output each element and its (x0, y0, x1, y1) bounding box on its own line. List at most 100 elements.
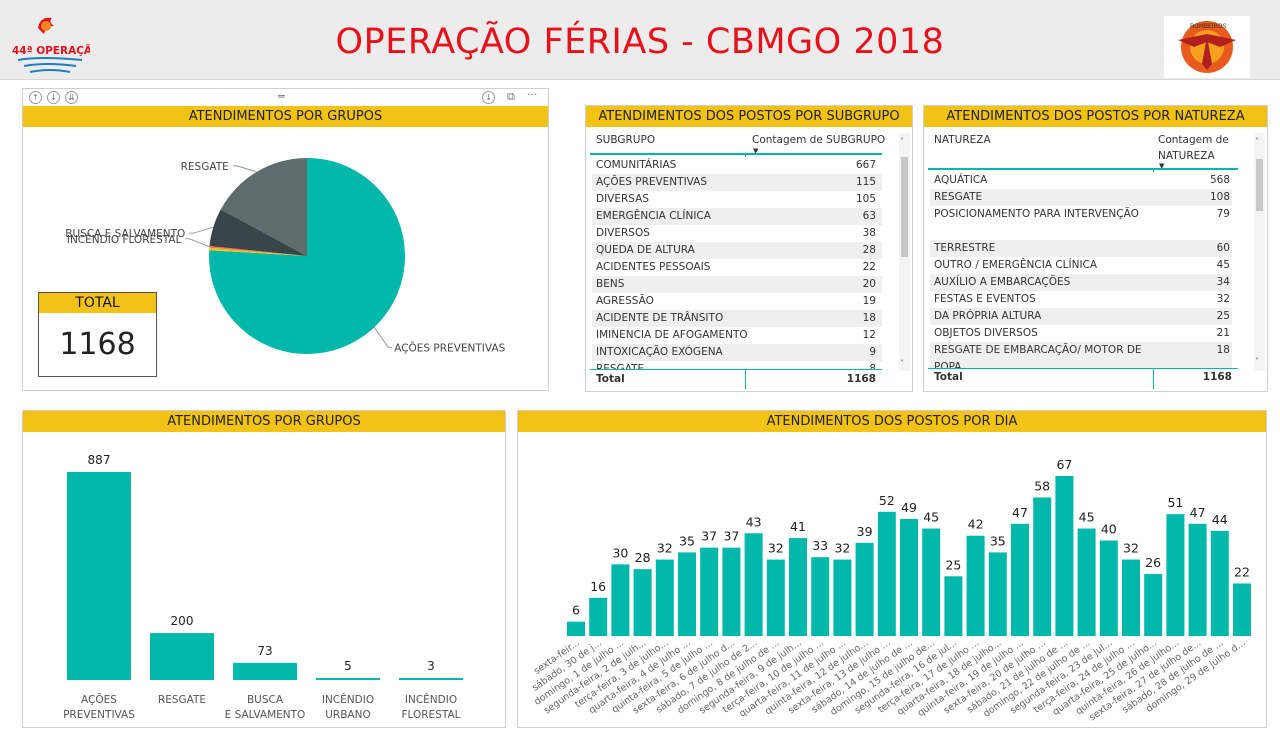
day-bar[interactable] (1122, 559, 1140, 636)
drill-icon[interactable]: ↓ (47, 91, 60, 104)
nature-table-row[interactable]: RESGATE 108 (930, 189, 1232, 206)
subgroup-table-row[interactable]: IMINENCIA DE AFOGAMENTO 12 (592, 327, 882, 344)
nature-total-label: Total (934, 371, 963, 383)
day-bar[interactable] (633, 569, 652, 636)
day-bar[interactable] (922, 528, 941, 636)
download-icon[interactable]: ↓ (482, 91, 495, 104)
subgroup-count-cell: 667 (855, 159, 876, 171)
day-bar[interactable] (900, 518, 918, 636)
subgroup-count-cell: 18 (862, 312, 876, 324)
day-bar[interactable] (789, 538, 807, 636)
day-bar[interactable] (1011, 523, 1029, 636)
subgroup-name-cell: IMINENCIA DE AFOGAMENTO (596, 329, 748, 341)
subgroup-table-row[interactable]: AGRESSÃO 19 (592, 293, 882, 310)
more-options-icon[interactable]: ··· (527, 88, 538, 101)
day-bar[interactable] (855, 542, 874, 636)
day-bar[interactable] (1077, 528, 1096, 636)
day-bar[interactable] (833, 559, 852, 636)
nature-table-row[interactable]: OUTRO / EMERGÊNCIA CLÍNICA 45 (930, 257, 1232, 274)
pie-slice[interactable] (209, 209, 307, 256)
day-bar[interactable] (944, 576, 963, 636)
day-bar[interactable] (811, 557, 830, 636)
day-bar[interactable] (1166, 514, 1185, 636)
day-bar[interactable] (1210, 530, 1229, 636)
group-bar[interactable] (399, 678, 463, 680)
subgroup-col-header[interactable]: SUBGRUPO (596, 134, 656, 146)
group-bar[interactable] (316, 678, 380, 680)
subgroup-scrollbar[interactable]: ˄ ˅ (899, 133, 910, 371)
pie-slice[interactable] (220, 158, 307, 256)
day-bar[interactable] (678, 552, 696, 636)
subgroup-name-cell: COMUNITÁRIAS (596, 159, 677, 171)
nature-count-col-header-2[interactable]: NATUREZA (1158, 150, 1215, 162)
day-bar[interactable] (589, 597, 608, 636)
group-bar[interactable] (150, 633, 214, 680)
nature-table-row[interactable]: OBJETOS DIVERSOS 21 (930, 325, 1232, 342)
group-bar[interactable] (67, 472, 131, 680)
drag-handle-icon[interactable]: ═ (278, 90, 285, 103)
nature-col-header[interactable]: NATUREZA (934, 134, 991, 146)
day-bar-value: 42 (968, 517, 984, 532)
subgroup-count-col-header[interactable]: Contagem de SUBGRUPO (752, 134, 886, 146)
day-bar[interactable] (1233, 583, 1251, 636)
expand-all-icon[interactable]: ⇊ (65, 91, 78, 104)
subgroup-table-row[interactable]: BENS 20 (592, 276, 882, 293)
scroll-up-icon[interactable]: ˄ (900, 137, 904, 146)
sort-desc-icon[interactable]: ▼ (753, 147, 759, 155)
subgroup-table-row[interactable]: DIVERSOS 38 (592, 225, 882, 242)
subgroup-table-row[interactable]: INTOXICAÇÃO EXÓGENA 9 (592, 344, 882, 361)
day-bar[interactable] (722, 547, 741, 636)
day-bar[interactable] (1055, 476, 1074, 636)
nature-table-panel: ATENDIMENTOS DOS POSTOS POR NATUREZA NAT… (923, 105, 1268, 392)
subgroup-count-cell: 8 (869, 363, 876, 369)
day-bar-value: 43 (746, 514, 762, 529)
nature-scrollbar[interactable]: ˄ ˅ (1254, 133, 1265, 371)
scroll-down-icon[interactable]: ˅ (900, 359, 904, 368)
pie-slice[interactable] (209, 247, 307, 256)
nature-table-row[interactable]: DA PRÓPRIA ALTURA 25 (930, 308, 1232, 325)
nature-table-row[interactable]: FESTAS E EVENTOS 32 (930, 291, 1232, 308)
day-bar[interactable] (1033, 497, 1052, 636)
subgroup-table-row[interactable]: COMUNITÁRIAS 667 (592, 157, 882, 174)
subgroup-table-row[interactable]: QUEDA DE ALTURA 28 (592, 242, 882, 259)
subgroup-table-row[interactable]: EMERGÊNCIA CLÍNICA 63 (592, 208, 882, 225)
scroll-down-icon[interactable]: ˅ (1255, 357, 1259, 366)
logo-right-text: BOMBEIROS (1190, 23, 1226, 30)
day-bar[interactable] (1099, 540, 1118, 636)
day-bar[interactable] (655, 559, 674, 636)
day-bar-value: 39 (857, 524, 873, 539)
bombeiros-logo: BOMBEIROS (1164, 16, 1250, 78)
day-bar[interactable] (567, 621, 585, 636)
day-bar[interactable] (611, 564, 630, 636)
day-bar[interactable] (1144, 573, 1163, 636)
day-bar[interactable] (744, 533, 763, 636)
nature-table-row[interactable]: AQUÁTICA 568 (930, 172, 1232, 189)
subgroup-table-row[interactable]: AÇÕES PREVENTIVAS 115 (592, 174, 882, 191)
total-card: TOTAL 1168 (38, 292, 157, 377)
day-bar[interactable] (766, 559, 785, 636)
nature-table-row[interactable]: TERRESTRE 60 (930, 240, 1232, 257)
subgroup-table-row[interactable]: ACIDENTE DE TRÂNSITO 18 (592, 310, 882, 327)
arrow-up-icon[interactable]: ↑ (29, 91, 42, 104)
group-bar[interactable] (233, 662, 297, 680)
nature-table-row[interactable]: POSICIONAMENTO PARA INTERVENÇÃO 79 (930, 206, 1232, 240)
day-bar[interactable] (1188, 523, 1207, 636)
subgroup-table-row[interactable]: ACIDENTES PESSOAIS 22 (592, 259, 882, 276)
day-bar[interactable] (700, 547, 719, 636)
scroll-up-icon[interactable]: ˄ (1255, 137, 1259, 146)
sort-desc-icon[interactable]: ▼ (1159, 162, 1165, 170)
focus-icon[interactable]: ⧉ (507, 90, 515, 103)
day-bar[interactable] (966, 535, 985, 636)
pie-slice[interactable] (209, 246, 307, 256)
scroll-thumb[interactable] (901, 157, 908, 257)
subgroup-table-row[interactable]: DIVERSAS 105 (592, 191, 882, 208)
nature-table-row[interactable]: RESGATE DE EMBARCAÇÃO/ MOTOR DE POPA 18 (930, 342, 1232, 368)
day-bar[interactable] (988, 552, 1007, 636)
day-bar-value: 16 (590, 579, 606, 594)
nature-count-cell: 108 (1209, 191, 1230, 203)
day-bar[interactable] (877, 511, 896, 636)
nature-table-row[interactable]: AUXÍLIO A EMBARCAÇÕES 34 (930, 274, 1232, 291)
nature-count-col-header-1[interactable]: Contagem de (1158, 134, 1229, 146)
subgroup-table-row[interactable]: RESGATE 8 (592, 361, 882, 369)
scroll-thumb[interactable] (1256, 159, 1263, 211)
